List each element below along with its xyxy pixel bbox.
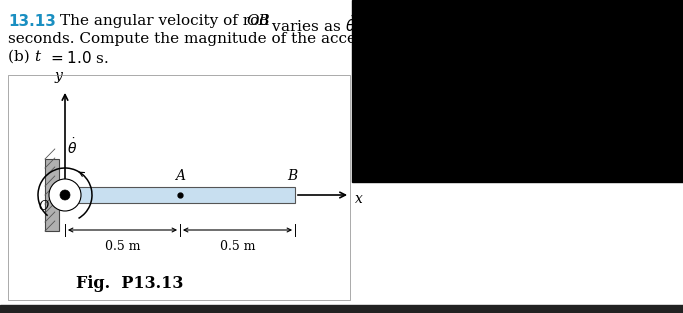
Circle shape [60,190,70,200]
Text: t: t [457,32,463,46]
Text: $= 8 - 12t^2$: $= 8 - 12t^2$ [343,14,429,33]
Text: seconds. Compute the magnitude of the acceleration of point: seconds. Compute the magnitude of the ac… [8,32,486,46]
Text: The angular velocity of rod: The angular velocity of rod [60,14,274,28]
Text: at (a): at (a) [411,32,462,46]
Bar [0,305,683,313]
Bar [45,159,59,231]
Circle shape [49,179,81,211]
Text: = 0; and: = 0; and [465,32,536,46]
Bar [8,75,350,300]
Text: t: t [34,50,40,64]
Text: A: A [175,169,185,183]
Text: rad/s where: rad/s where [426,14,528,28]
Text: O: O [39,200,49,213]
Text: $\dot{\theta}$: $\dot{\theta}$ [67,137,77,157]
Text: x: x [355,192,363,206]
Text: is in: is in [511,14,548,28]
Text: varies as $\dot{\theta}$: varies as $\dot{\theta}$ [267,14,357,35]
Text: 13.13: 13.13 [8,14,56,29]
Text: B: B [401,32,413,46]
Text: B: B [287,169,297,183]
Bar [65,187,295,203]
Text: 0.5 m: 0.5 m [220,240,255,253]
Text: Fig.  P13.13: Fig. P13.13 [76,275,184,292]
Text: OB: OB [246,14,270,28]
Text: (b): (b) [8,50,35,64]
Text: $= 1.0$ s.: $= 1.0$ s. [43,50,109,66]
Text: 0.5 m: 0.5 m [104,240,140,253]
Text: y: y [55,69,63,83]
Text: t: t [503,14,509,28]
Bar [352,0,683,182]
